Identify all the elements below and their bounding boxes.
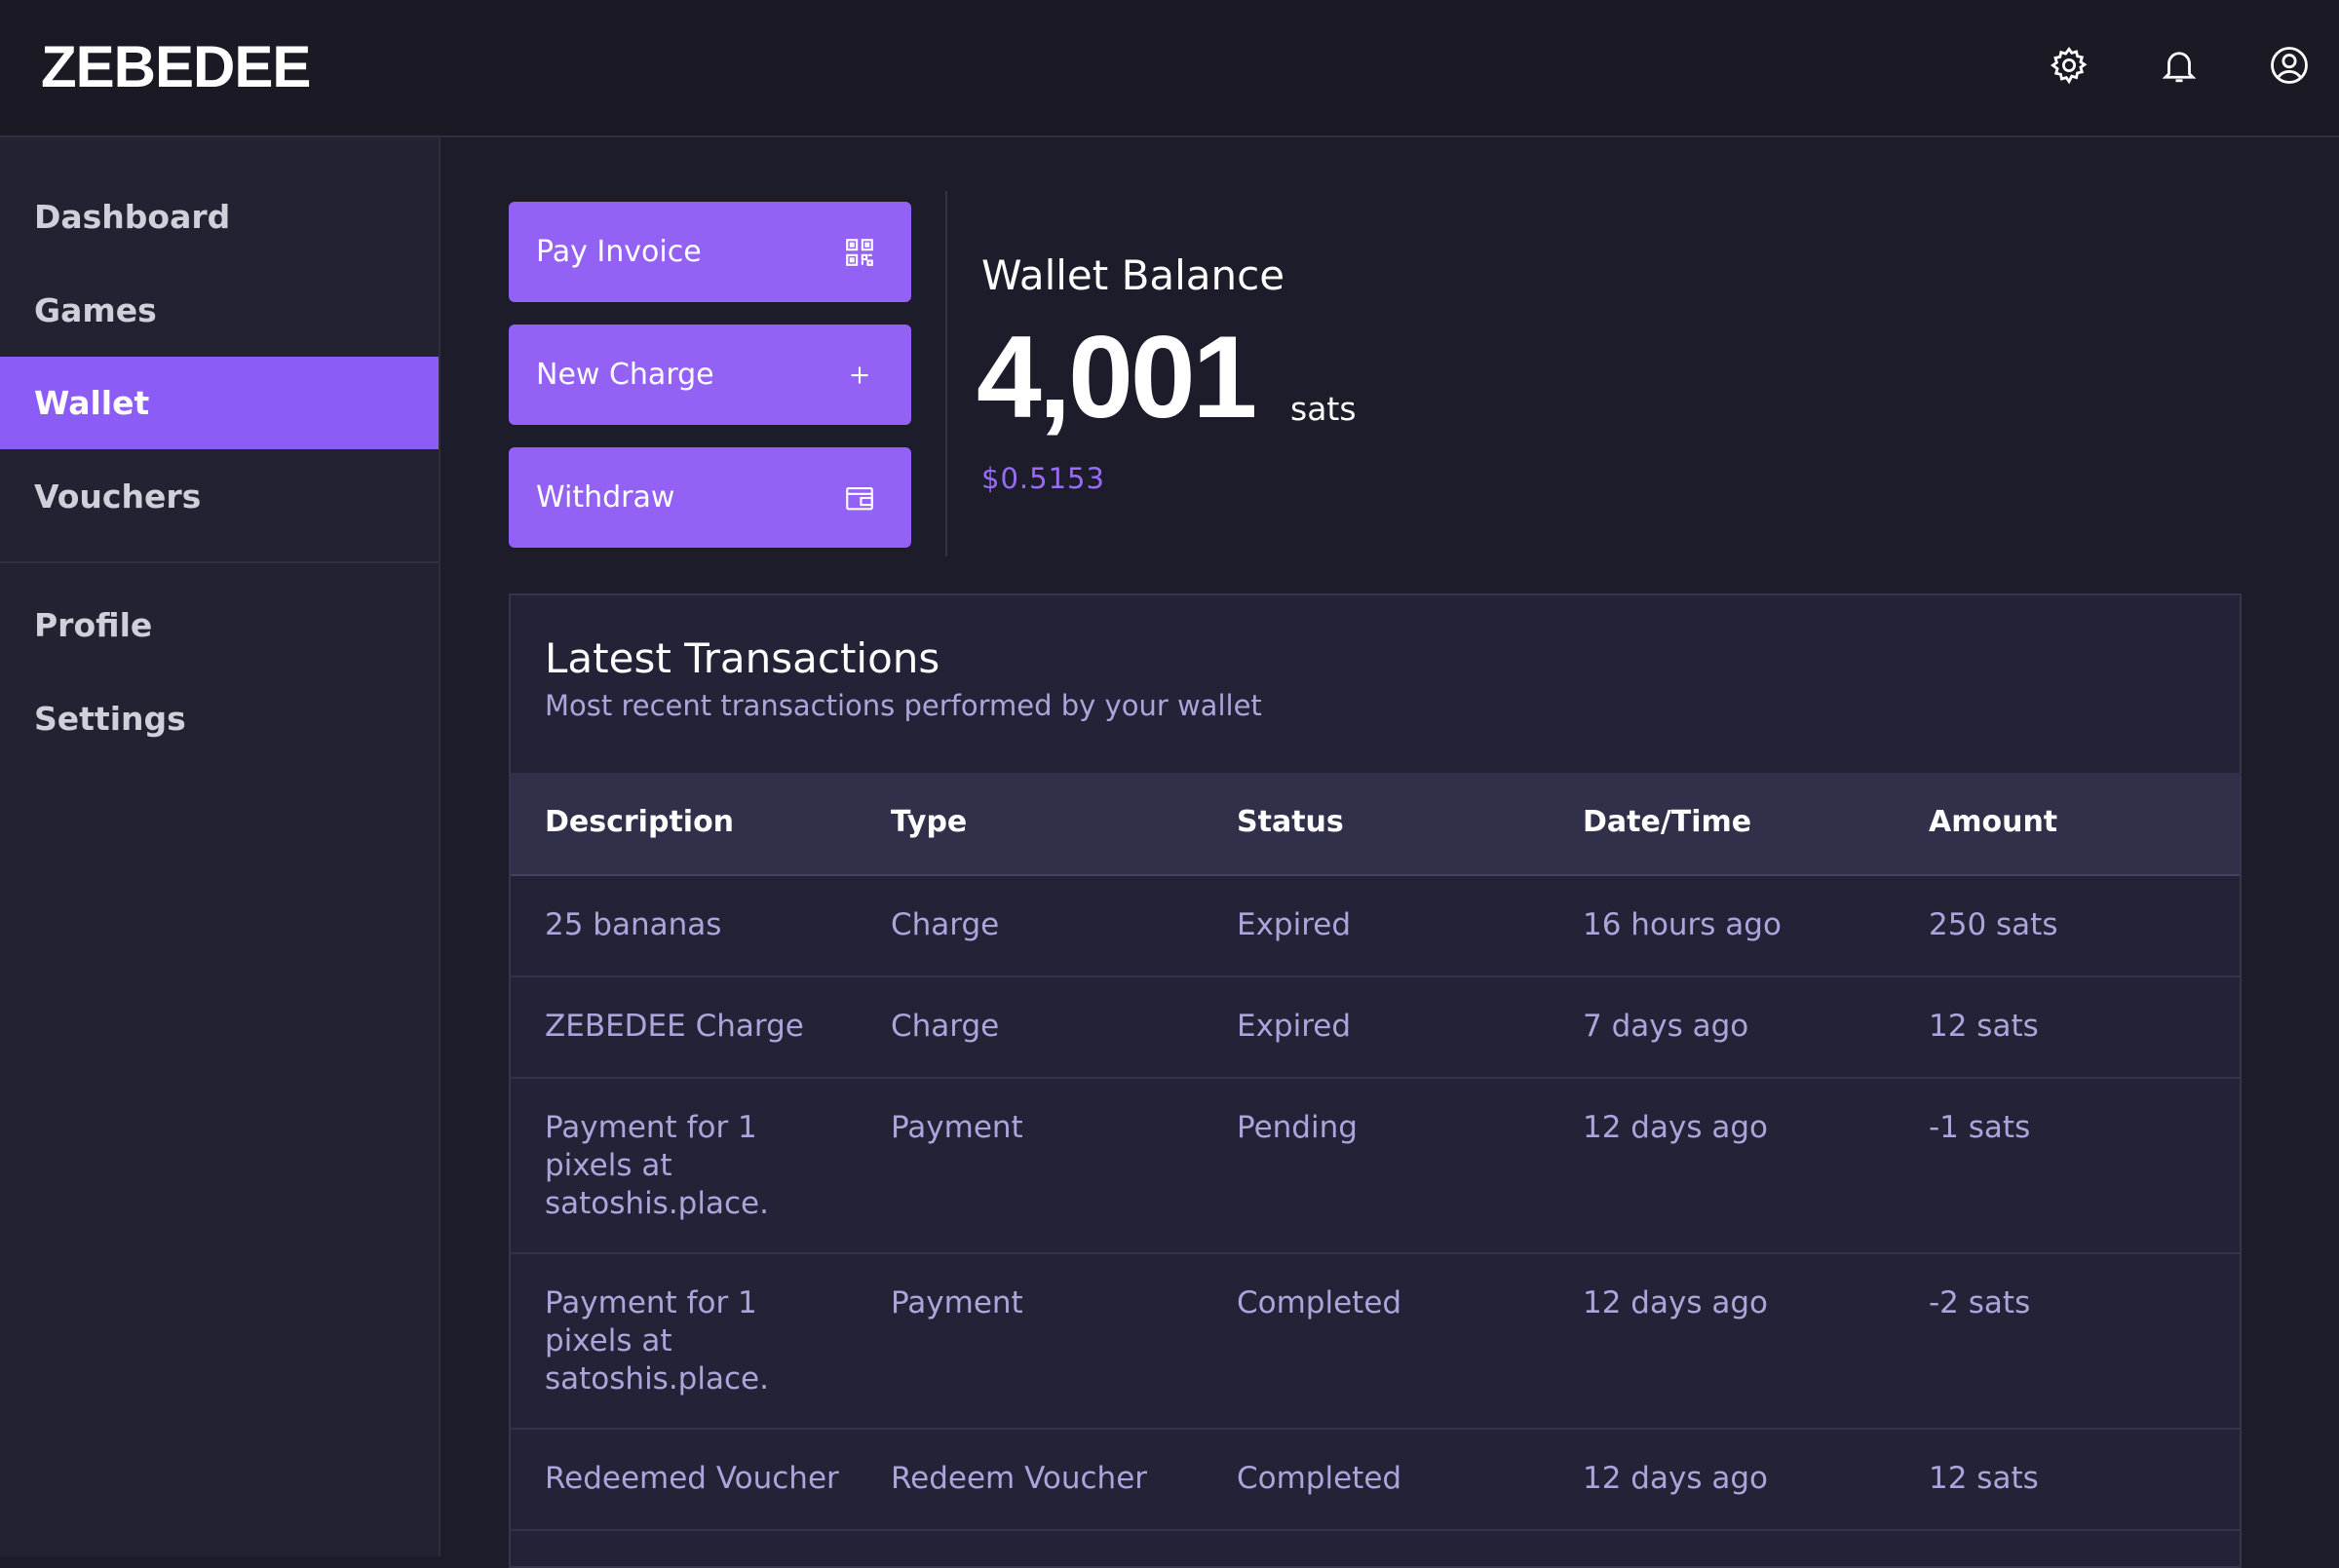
description-line: Payment for 1	[545, 1110, 757, 1145]
card-title: Latest Transactions	[545, 634, 940, 682]
table-cell: 12 days ago	[1583, 1110, 1768, 1145]
description-line: 25 bananas	[545, 907, 722, 942]
balance-unit: sats	[1290, 390, 1357, 428]
table-cell: 12 sats	[1929, 1009, 2039, 1044]
table-cell: Charge	[891, 907, 1000, 942]
table-row: ZEBEDEE Charge Charge Expired 7 days ago 12 …	[511, 977, 2240, 1079]
table-cell: Redeem Voucher	[891, 1461, 1148, 1496]
table-row: Payment for 1 pixels at satoshis.place. Pay…	[511, 1254, 2240, 1430]
description-line: pixels at	[545, 1323, 672, 1358]
sidebar: Dashboard Games Wallet Vouchers Profile Setti…	[0, 137, 441, 1556]
table-cell: Pending	[1237, 1110, 1358, 1145]
notifications-icon[interactable]	[2159, 45, 2200, 86]
table-header	[511, 773, 2240, 876]
column-header: Description	[545, 805, 735, 839]
description-line: satoshis.place.	[545, 1186, 769, 1221]
table-cell: Expired	[1237, 907, 1352, 942]
divider	[945, 191, 947, 556]
top-bar: ZEBEDEE	[0, 0, 2339, 137]
nav-item[interactable]: Vouchers	[34, 477, 202, 516]
table-cell: Completed	[1237, 1285, 1402, 1320]
column-header: Type	[891, 805, 968, 839]
description-line: pixels at	[545, 1148, 672, 1183]
table-row: 25 bananas Charge Expired 16 hours ago 250 s…	[511, 876, 2240, 977]
column-header: Status	[1237, 805, 1344, 839]
settings-icon[interactable]	[2049, 45, 2090, 86]
column-header: Date/Time	[1583, 805, 1752, 839]
button-icon	[851, 366, 868, 384]
action-button[interactable]: New Charge	[509, 325, 911, 425]
nav-item[interactable]: Settings	[34, 700, 186, 738]
description-line: Payment for 1	[545, 1285, 757, 1320]
action-button[interactable]: Withdraw	[509, 447, 911, 548]
table-cell: Payment	[891, 1285, 1023, 1320]
table-cell: Expired	[1237, 1009, 1352, 1044]
button-icon	[846, 487, 873, 511]
button-label: Withdraw	[536, 480, 675, 515]
nav-item[interactable]: Profile	[34, 606, 153, 644]
table-cell: -2 sats	[1929, 1285, 2031, 1320]
table-cell: -1 sats	[1929, 1110, 2031, 1145]
table-cell: 16 hours ago	[1583, 907, 1782, 942]
nav-item[interactable]: Games	[34, 290, 157, 329]
logo[interactable]: ZEBEDEE	[41, 34, 311, 99]
balance-title: Wallet Balance	[981, 251, 1285, 299]
sidebar-divider	[0, 561, 439, 563]
description-line: satoshis.place.	[545, 1361, 769, 1396]
action-button[interactable]: Pay Invoice	[509, 202, 911, 302]
table-cell: 12 days ago	[1583, 1461, 1768, 1496]
description-line: Redeemed Voucher	[545, 1461, 839, 1496]
button-label: New Charge	[536, 358, 714, 392]
table-cell: Completed	[1237, 1461, 1402, 1496]
account-icon[interactable]	[2269, 45, 2310, 86]
column-header: Amount	[1929, 805, 2058, 839]
description-line: ZEBEDEE Charge	[545, 1009, 804, 1044]
table-cell: 7 days ago	[1583, 1009, 1749, 1044]
table-cell: 250 sats	[1929, 907, 2058, 942]
table-cell: 12 days ago	[1583, 1285, 1768, 1320]
table-row: Payment for 1 pixels at satoshis.place. Pay…	[511, 1079, 2240, 1254]
button-label: Pay Invoice	[536, 235, 702, 269]
nav-item[interactable]: Wallet	[0, 357, 439, 449]
table-cell: Charge	[891, 1009, 1000, 1044]
table-cell: 12 sats	[1929, 1461, 2039, 1496]
card-subtitle: Most recent transactions performed by yo…	[545, 689, 1262, 722]
nav-item[interactable]: Dashboard	[34, 198, 231, 236]
balance-fiat: $0.5153	[981, 462, 1105, 495]
button-icon	[846, 239, 873, 266]
balance-amount: 4,001	[977, 312, 1257, 442]
table-row: Redeemed Voucher Redeem Voucher Completed 1…	[511, 1430, 2240, 1531]
table-cell: Payment	[891, 1110, 1023, 1145]
transactions-card: Latest Transactions Most recent transact…	[509, 593, 2242, 1568]
